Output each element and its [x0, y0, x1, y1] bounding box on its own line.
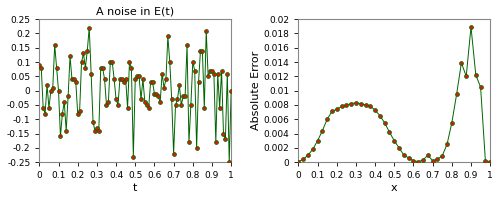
X-axis label: t: t — [133, 183, 138, 193]
Y-axis label: Absolute Error: Absolute Error — [250, 51, 260, 130]
Title: A noise in E(t): A noise in E(t) — [96, 7, 174, 17]
X-axis label: x: x — [391, 183, 398, 193]
